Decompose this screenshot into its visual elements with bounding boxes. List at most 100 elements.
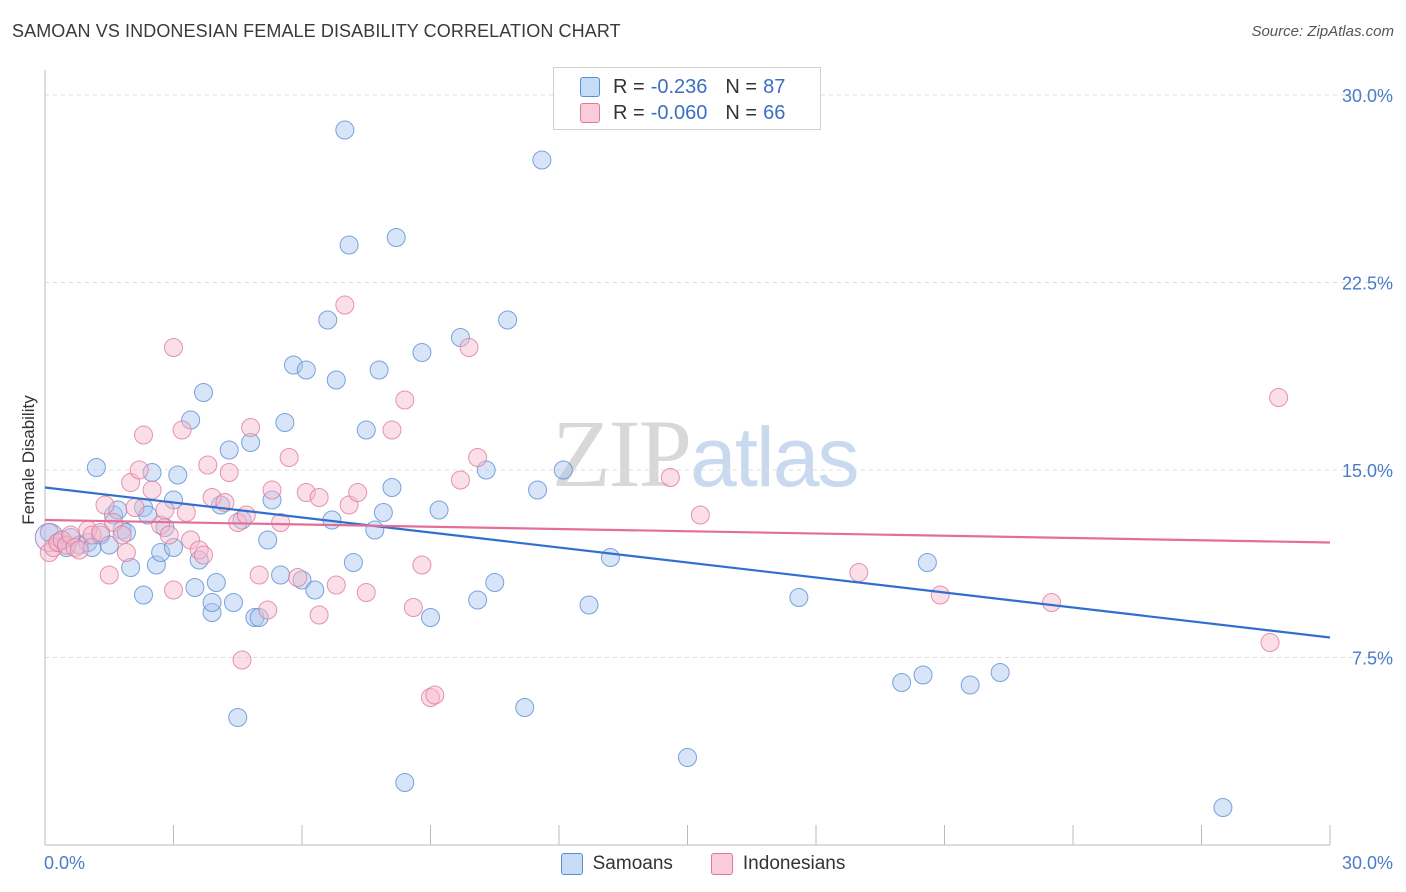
indonesians-point: [271, 513, 291, 532]
indonesians-point: [1269, 388, 1289, 407]
samoans-point: [108, 500, 128, 520]
indonesians-point: [348, 483, 368, 502]
samoans-point: [283, 355, 303, 375]
samoans-point: [335, 120, 355, 140]
trend-lines: [44, 486, 1331, 639]
legend-n-value: 87: [763, 75, 786, 98]
x-tick-label: 0.0%: [44, 853, 85, 873]
y-tick-label: 22.5%: [1342, 274, 1393, 294]
watermark-atlas: atlas: [690, 410, 859, 504]
samoans-point: [553, 460, 573, 480]
samoans-point: [151, 543, 171, 562]
legend-swatch-samoans: [560, 853, 583, 875]
indonesians-points: [39, 295, 1289, 707]
indonesians-point: [262, 480, 282, 500]
samoans-point: [532, 150, 552, 170]
indonesians-point: [660, 468, 680, 487]
grid-lines: [45, 94, 1392, 658]
indonesians-point: [930, 585, 950, 605]
indonesians-point: [198, 455, 218, 475]
indonesians-point: [425, 685, 445, 705]
samoans-point: [429, 500, 449, 520]
legend-row-samoans: R = -0.236 N = 87: [580, 74, 803, 100]
samoans-point: [892, 673, 912, 692]
samoans-point: [485, 573, 505, 592]
samoans-point: [579, 595, 599, 615]
samoans-point: [528, 480, 548, 500]
samoans-point: [1213, 798, 1233, 817]
samoans-trend-line: [44, 486, 1331, 639]
indonesians-point: [164, 580, 183, 600]
samoans-point: [365, 520, 385, 540]
axes: [44, 70, 1331, 846]
chart-title: SAMOAN VS INDONESIAN FEMALE DISABILITY C…: [12, 21, 621, 41]
indonesians-point: [258, 600, 278, 620]
samoans-point: [412, 343, 432, 362]
indonesians-point: [309, 605, 329, 625]
samoans-point: [228, 708, 248, 727]
samoans-point: [121, 558, 141, 577]
samoans-point: [241, 433, 261, 452]
x-tick-label: 30.0%: [1342, 853, 1393, 873]
samoans-point: [498, 310, 518, 330]
indonesians-point: [690, 505, 710, 525]
samoans-point: [262, 490, 282, 510]
indonesians-point: [159, 525, 179, 545]
samoans-point: [600, 548, 620, 567]
indonesians-point: [116, 543, 136, 562]
indonesians-point: [849, 563, 869, 582]
samoans-point: [913, 665, 933, 685]
legend-swatch-indonesians: [580, 103, 600, 123]
indonesians-point: [412, 555, 432, 575]
samoans-point: [206, 573, 226, 592]
indonesians-point: [236, 505, 256, 525]
indonesians-point: [95, 495, 115, 515]
samoans-point: [789, 588, 809, 607]
samoans-point: [960, 675, 980, 695]
correlation-legend: R = -0.236 N = 87 R = -0.060 N = 66: [553, 67, 821, 130]
indonesians-point: [172, 420, 192, 440]
indonesians-point: [335, 295, 355, 315]
samoans-point: [134, 585, 154, 605]
indonesians-point: [288, 568, 308, 587]
samoans-point: [421, 608, 440, 627]
indonesians-point: [142, 480, 162, 500]
indonesians-point: [249, 565, 269, 585]
indonesians-point: [69, 540, 89, 560]
legend-item-samoans[interactable]: Samoans: [560, 853, 673, 875]
samoans-point: [275, 413, 295, 432]
samoans-point: [202, 603, 222, 622]
samoans-point: [168, 465, 188, 485]
samoans-point: [339, 235, 359, 255]
legend-label-samoans: Samoans: [592, 853, 673, 874]
indonesians-point: [1042, 593, 1062, 612]
samoans-point: [305, 580, 325, 600]
samoans-point: [386, 228, 406, 247]
indonesians-trend-line: [44, 518, 1331, 544]
indonesians-point: [176, 503, 196, 522]
indonesians-point: [326, 575, 346, 595]
indonesians-point: [164, 338, 183, 357]
y-axis-label: Female Disability: [19, 395, 38, 525]
legend-swatch-samoans: [580, 77, 600, 97]
legend-n-value: 66: [763, 101, 786, 124]
watermark-zip: ZIP: [552, 400, 692, 507]
samoans-point: [164, 538, 183, 557]
legend-n-label: N =: [725, 75, 758, 98]
samoans-point: [318, 310, 338, 330]
tick-labels: 7.5% 15.0% 22.5% 30.0% 0.0% 30.0%: [44, 86, 1393, 873]
watermark: ZIPatlas: [552, 398, 859, 509]
y-tick-label: 15.0%: [1342, 461, 1393, 481]
samoans-point: [369, 360, 389, 380]
samoans-point: [343, 553, 363, 572]
samoans-point: [373, 503, 393, 522]
indonesians-point: [468, 448, 488, 467]
samoans-point: [219, 440, 239, 460]
samoans-point: [382, 478, 402, 497]
legend-swatch-indonesians: [710, 853, 733, 875]
samoans-point: [86, 458, 106, 477]
legend-item-indonesians[interactable]: Indonesians: [710, 853, 845, 875]
samoans-point: [185, 578, 205, 597]
indonesians-point: [125, 498, 145, 517]
samoans-point: [326, 370, 346, 390]
